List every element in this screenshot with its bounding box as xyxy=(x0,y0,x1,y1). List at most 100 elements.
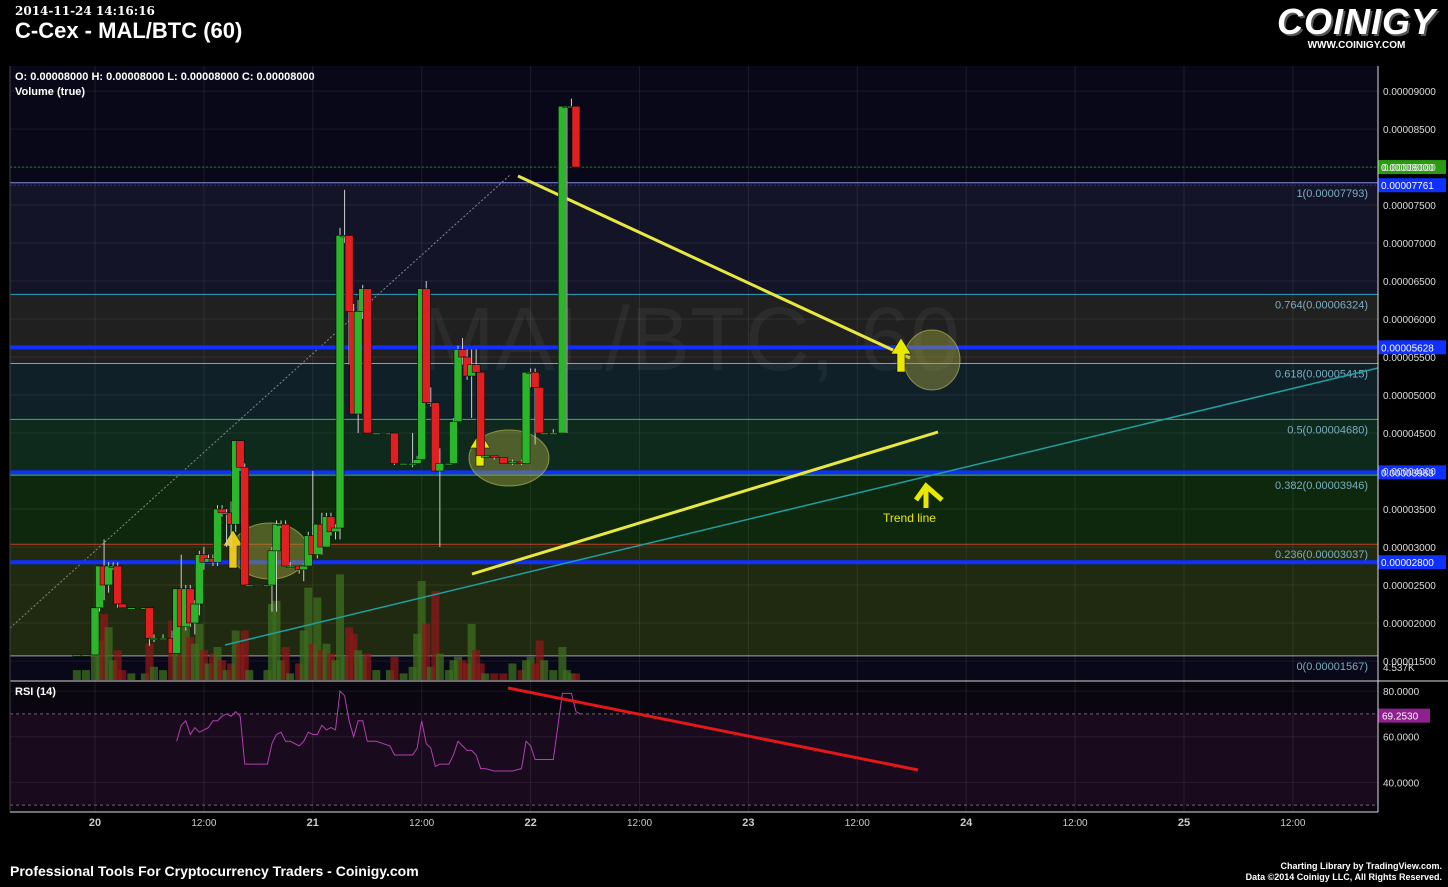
candle-body xyxy=(113,565,122,605)
volume-tick-label: 4.537K xyxy=(1383,663,1415,674)
candle xyxy=(145,607,154,646)
volume-bar xyxy=(149,666,158,680)
price-badge-label: 0.00007761 xyxy=(1381,181,1434,192)
candle xyxy=(240,463,249,586)
time-tick-label: 12:00 xyxy=(409,818,434,829)
candle xyxy=(421,281,431,403)
volume-bar xyxy=(326,653,335,680)
volume-bar xyxy=(267,604,276,680)
volume-bar xyxy=(127,673,136,680)
volume-bar xyxy=(472,650,481,680)
volume-bar xyxy=(91,653,99,680)
candle-body xyxy=(471,364,481,373)
volume-bar xyxy=(145,643,154,680)
coinigy-logo[interactable]: COINIGY WWW.COINIGY.COM xyxy=(1277,2,1436,52)
volume-bar xyxy=(199,650,208,680)
price-badge xyxy=(1378,160,1446,175)
price-tick-label: 0.00003500 xyxy=(1383,505,1436,516)
price-tick-label: 0.00004500 xyxy=(1383,429,1436,440)
candle xyxy=(571,106,581,168)
volume-bar xyxy=(81,670,90,680)
candle xyxy=(458,338,467,365)
fib-zone xyxy=(10,294,1378,364)
volume-bar xyxy=(372,670,381,680)
rsi-tick-label: 80.0000 xyxy=(1383,687,1420,698)
candle xyxy=(435,448,445,548)
candle-body xyxy=(104,565,113,586)
candle-body xyxy=(326,516,336,533)
trend-line-label: Trend line xyxy=(883,511,936,525)
price-tick-label: 0.00008000 xyxy=(1383,163,1436,174)
candle xyxy=(113,562,122,608)
volume-bar xyxy=(240,630,249,680)
price-badge-label: 0.00003983 xyxy=(1381,468,1434,479)
volume-bar xyxy=(100,614,109,680)
volume-bar xyxy=(413,633,422,680)
price-tick-label: 0.00007500 xyxy=(1383,201,1436,212)
candle-body xyxy=(372,432,381,435)
chart-timestamp: 2014-11-24 14:16:16 xyxy=(15,4,155,18)
candle-body xyxy=(335,235,345,529)
candle xyxy=(299,565,308,582)
candle xyxy=(231,440,240,532)
candle-body xyxy=(535,387,544,434)
candle xyxy=(95,565,104,612)
footer-tagline: Professional Tools For Cryptocurrency Tr… xyxy=(10,863,419,879)
time-tick-label: 12:00 xyxy=(1063,818,1088,829)
volume-bar xyxy=(454,656,462,680)
fib-zone xyxy=(10,182,1378,295)
candle-body xyxy=(331,527,340,533)
rsi-current-badge xyxy=(1378,708,1430,723)
resistance-trend-line xyxy=(517,174,911,360)
volume-bar xyxy=(245,670,254,680)
candle xyxy=(267,547,277,612)
candle xyxy=(81,654,91,657)
volume-bar xyxy=(354,650,363,680)
candle-body xyxy=(449,421,458,464)
volume-bar xyxy=(336,574,345,680)
volume-bar xyxy=(299,630,308,680)
price-tick-label: 0.00004000 xyxy=(1383,467,1436,478)
candle xyxy=(399,463,408,466)
price-tick-label: 0.00007000 xyxy=(1383,239,1436,250)
volume-bar xyxy=(322,643,331,680)
volume-bar xyxy=(204,663,213,680)
candle xyxy=(90,607,100,656)
candle-body xyxy=(272,523,281,552)
candle-body xyxy=(245,584,254,587)
volume-bar xyxy=(522,660,531,680)
candle xyxy=(480,455,490,458)
volume-bar xyxy=(417,581,426,680)
candle-body xyxy=(412,459,422,464)
candle-body xyxy=(539,432,549,435)
footer-credits: Charting Library by TradingView.com. Dat… xyxy=(1246,861,1442,883)
volume-bar xyxy=(340,656,349,680)
candle-body xyxy=(149,637,159,640)
candle xyxy=(530,368,540,445)
fib-level-label: 0.618(0.00005415) xyxy=(1275,369,1368,381)
time-tick-label: 12:00 xyxy=(627,818,652,829)
volume-bar xyxy=(72,670,81,680)
time-tick-label: 21 xyxy=(307,817,319,829)
volume-bar xyxy=(426,666,435,680)
candle-body xyxy=(558,106,567,434)
volume-bar xyxy=(363,653,372,680)
candle xyxy=(539,432,549,435)
volume-bar xyxy=(317,650,326,680)
ohlc-legend: O: 0.00008000 H: 0.00008000 L: 0.0000800… xyxy=(15,71,315,83)
candle xyxy=(431,402,440,472)
rsi-line xyxy=(176,690,581,772)
candle xyxy=(412,455,422,464)
candle-body xyxy=(145,607,154,639)
volume-bar xyxy=(431,590,440,680)
candle-body xyxy=(480,455,490,458)
rsi-band xyxy=(10,713,1378,806)
fib-level-label: 0.5(0.00004680) xyxy=(1287,424,1368,436)
volume-bar xyxy=(444,670,453,680)
candle-body xyxy=(285,565,295,568)
candle xyxy=(444,463,454,466)
time-tick-label: 25 xyxy=(1178,817,1190,829)
candle-body xyxy=(421,288,431,403)
fib-zone xyxy=(10,363,1378,420)
